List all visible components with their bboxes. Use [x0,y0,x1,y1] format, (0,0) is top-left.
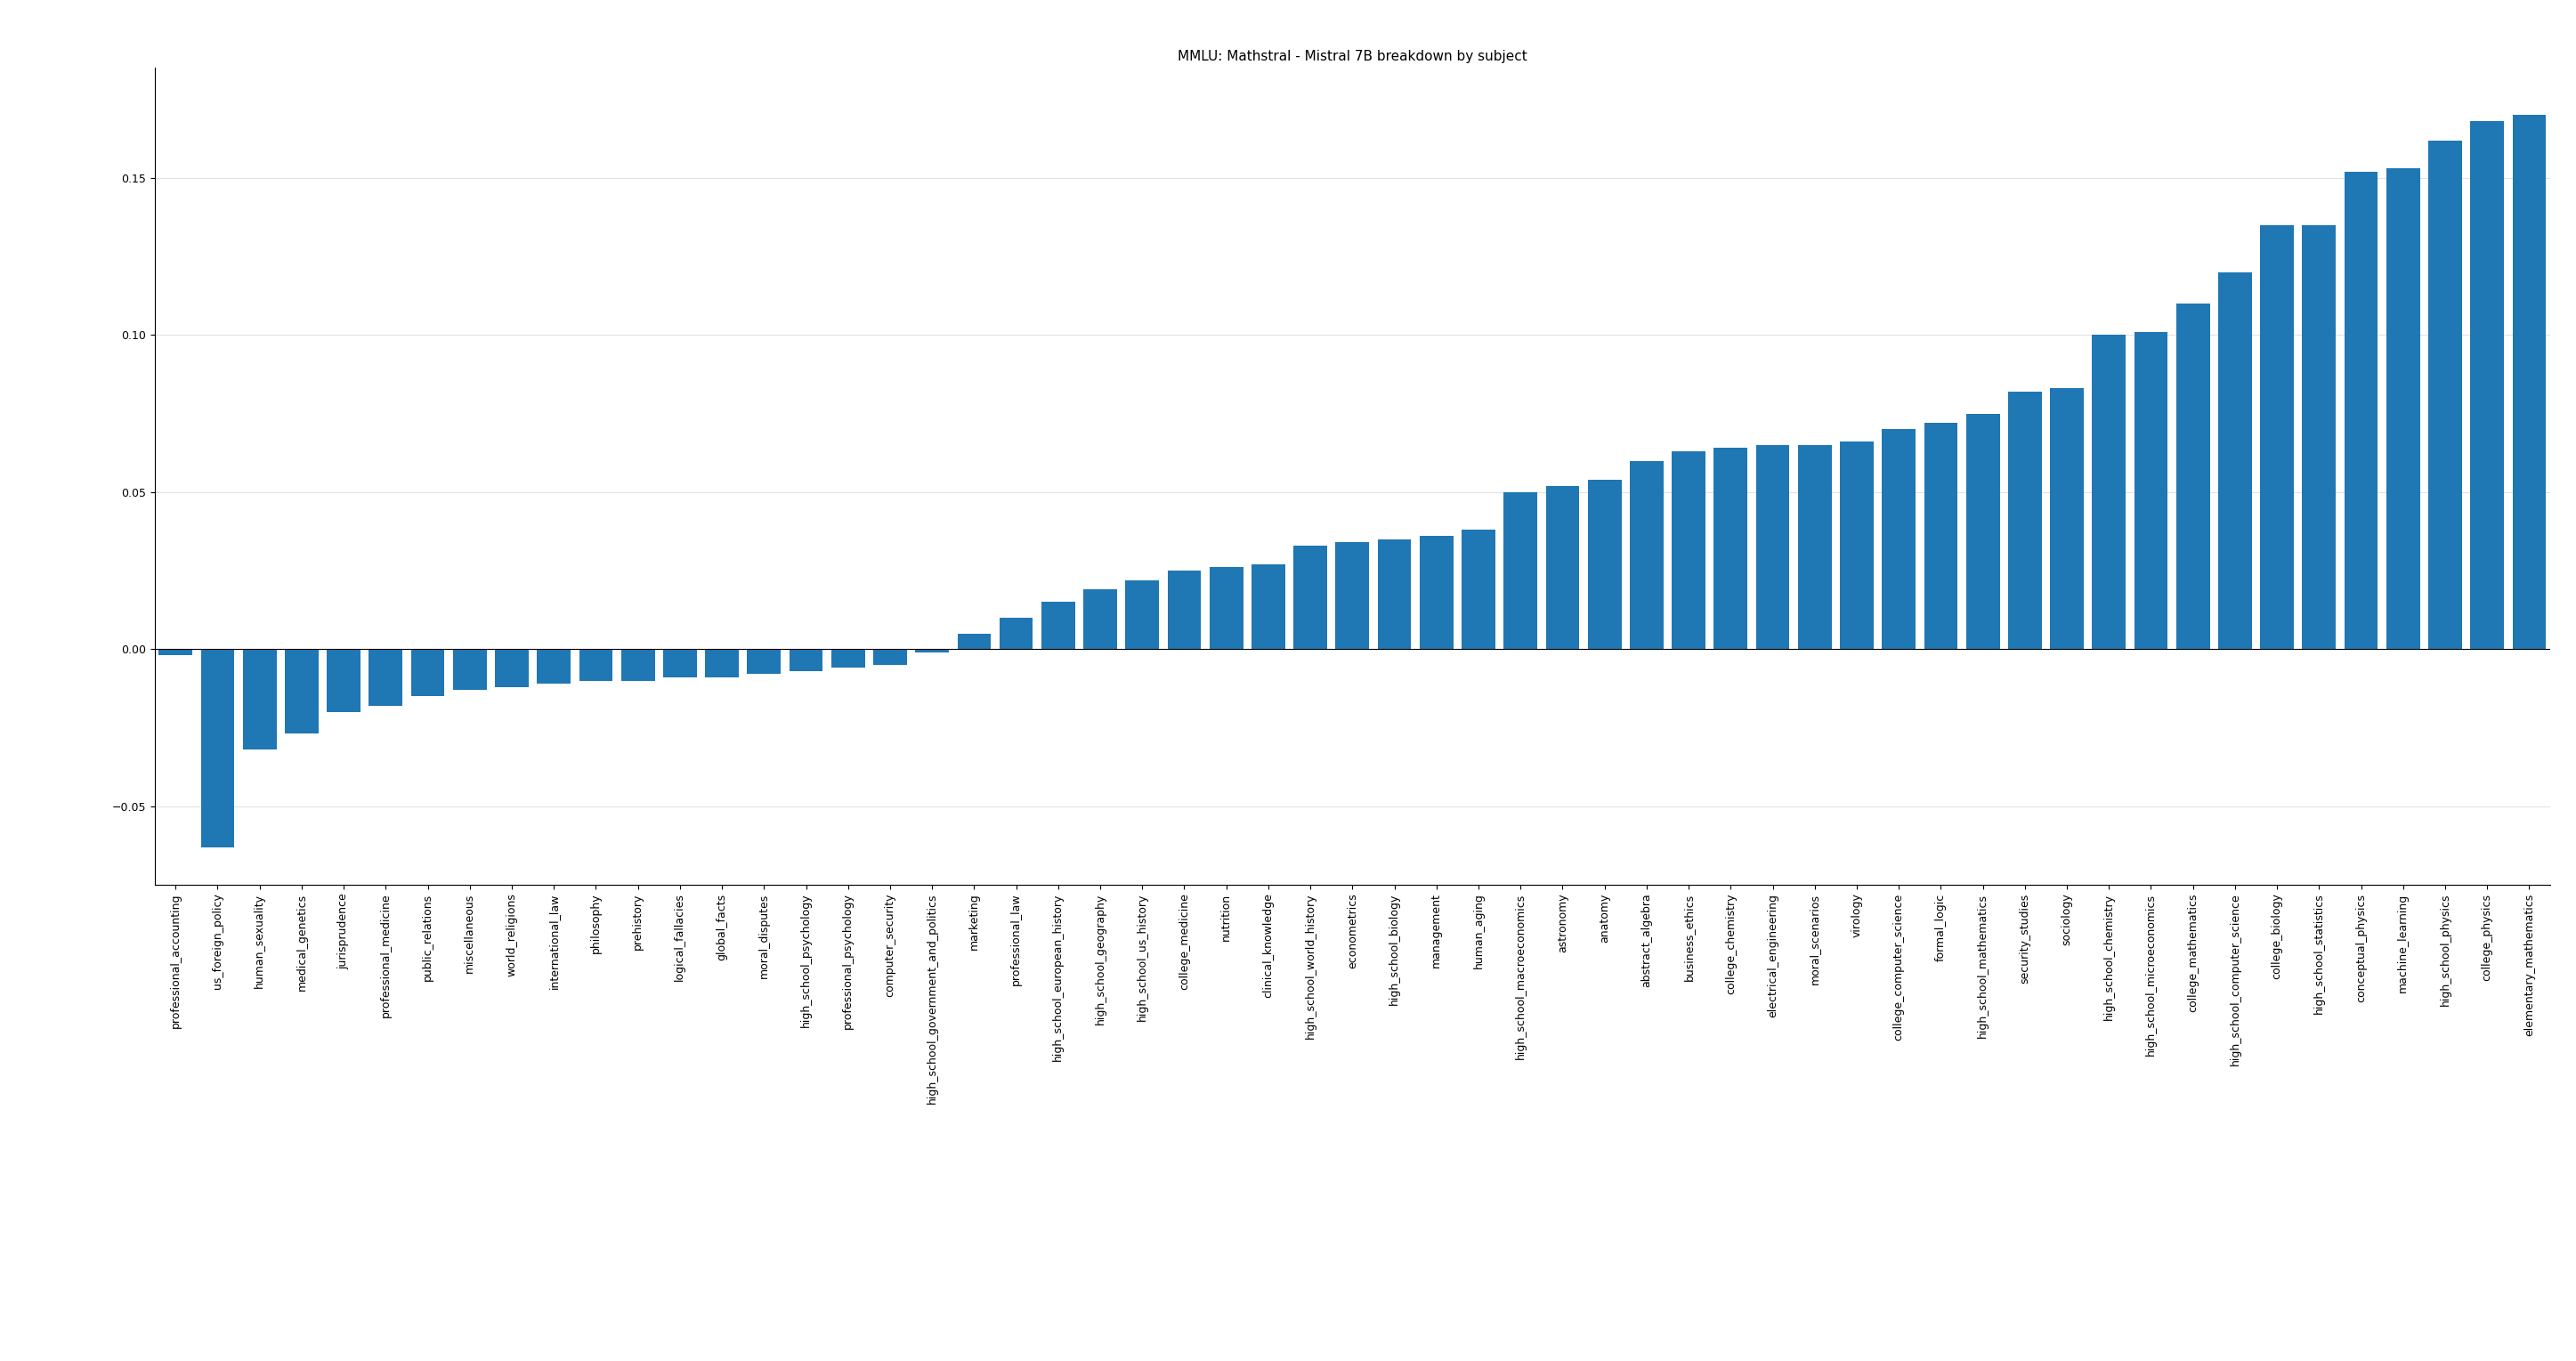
Bar [286,649,319,734]
Bar [2512,116,2545,649]
Bar [1631,460,1664,649]
Bar [412,649,446,697]
Bar [914,649,948,652]
Bar [1839,442,1873,649]
Bar [2344,171,2378,649]
Bar [1757,445,1790,649]
Bar [368,649,402,705]
Bar [1546,486,1579,649]
Bar [327,649,361,712]
Bar [160,649,193,656]
Bar [1084,589,1118,649]
Bar [1965,414,1999,649]
Bar [1461,529,1494,649]
Bar [2092,335,2125,649]
Bar [1293,546,1327,649]
Bar [1419,536,1453,649]
Bar [873,649,907,664]
Bar [2218,272,2251,649]
Bar [1252,565,1285,649]
Bar [1167,570,1200,649]
Bar [495,649,528,687]
Bar [1041,602,1074,649]
Bar [1126,580,1159,649]
Bar [2050,388,2084,649]
Bar [1587,479,1620,649]
Bar [662,649,696,678]
Bar [1798,445,1832,649]
Title: MMLU: Mathstral - Mistral 7B breakdown by subject: MMLU: Mathstral - Mistral 7B breakdown b… [1177,50,1528,64]
Bar [2133,332,2169,649]
Bar [536,649,572,683]
Bar [999,618,1033,649]
Bar [1211,568,1244,649]
Bar [2303,225,2336,649]
Bar [2429,140,2463,649]
Bar [706,649,739,678]
Bar [1672,452,1705,649]
Bar [2385,169,2419,649]
Bar [1883,429,1917,649]
Bar [958,633,992,649]
Bar [621,649,654,680]
Bar [2009,392,2043,649]
Bar [1378,539,1412,649]
Bar [580,649,613,680]
Bar [453,649,487,690]
Bar [2470,121,2504,649]
Bar [1713,448,1747,649]
Bar [747,649,781,674]
Bar [788,649,822,671]
Bar [201,649,234,847]
Bar [2177,304,2210,649]
Bar [242,649,276,750]
Bar [1504,493,1538,649]
Bar [1334,542,1370,649]
Bar [832,649,866,668]
Bar [1924,423,1958,649]
Bar [2259,225,2293,649]
